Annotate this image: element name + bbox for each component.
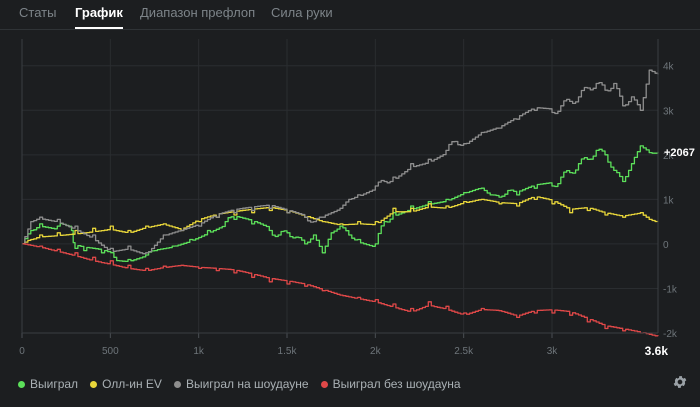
- x-tick-label: 2.5k: [454, 346, 474, 357]
- y-tick-label: 3k: [663, 106, 675, 117]
- legend-label: Выиграл на шоудауне: [185, 377, 309, 391]
- end-value-label: +2067: [664, 147, 695, 159]
- series-line-2: [22, 69, 659, 255]
- y-tick-label: -1k: [663, 284, 678, 295]
- chart-grid: [21, 39, 658, 334]
- chart-legend: Выиграл Олл-ин EV Выиграл на шоудауне Вы…: [18, 376, 461, 392]
- tab-hand-strength[interactable]: Сила руки: [271, 5, 333, 20]
- legend-item-allin-ev[interactable]: Олл-ин EV: [90, 376, 162, 392]
- y-tick-label: 2k: [663, 151, 675, 162]
- y-tick-label: 1k: [663, 195, 675, 206]
- legend-item-won-showdown[interactable]: Выиграл на шоудауне: [173, 376, 309, 392]
- gear-icon[interactable]: [672, 374, 688, 390]
- legend-label: Выиграл: [30, 377, 79, 391]
- y-tick-label: 4k: [663, 62, 675, 73]
- x-tick-label: 1k: [193, 346, 205, 357]
- legend-label: Олл-ин EV: [102, 377, 162, 391]
- x-tick-label: 0: [19, 346, 25, 357]
- x-tick-label: 3k: [547, 346, 559, 357]
- series-line-3: [22, 243, 659, 337]
- series-line-1: [22, 196, 659, 245]
- legend-label: Выиграл без шоудауна: [332, 377, 461, 391]
- legend-dot-icon: [320, 380, 328, 388]
- profit-chart: 4k 3k 2k 1k 0 -1k -2k 0 500 1k 1.5k 2k 2.5k 3k 3.6k +20…: [19, 39, 695, 358]
- legend-item-won-no-showdown[interactable]: Выиграл без шоудауна: [320, 376, 461, 392]
- y-tick-label: -2k: [663, 329, 678, 340]
- y-tick-label: 0: [663, 240, 669, 251]
- x-end-label: 3.6k: [645, 344, 669, 358]
- tab-graph[interactable]: График: [75, 5, 123, 29]
- legend-dot-icon: [173, 380, 181, 388]
- series-line-0: [22, 145, 659, 263]
- chart-series: [22, 69, 659, 337]
- x-tick-label: 2k: [370, 346, 382, 357]
- legend-dot-icon: [18, 380, 25, 388]
- legend-item-won[interactable]: Выиграл: [18, 376, 78, 392]
- chart-axes: 4k 3k 2k 1k 0 -1k -2k 0 500 1k 1.5k 2k 2.5k 3k 3.6k +20…: [19, 39, 695, 358]
- tab-stats[interactable]: Статы: [19, 5, 57, 20]
- legend-dot-icon: [90, 380, 98, 388]
- x-tick-label: 500: [102, 346, 119, 357]
- x-tick-label: 1.5k: [278, 346, 298, 357]
- tab-preflop-range[interactable]: Диапазон префлоп: [140, 5, 256, 20]
- tab-bar: Статы График Диапазон префлоп Сила руки: [0, 0, 700, 30]
